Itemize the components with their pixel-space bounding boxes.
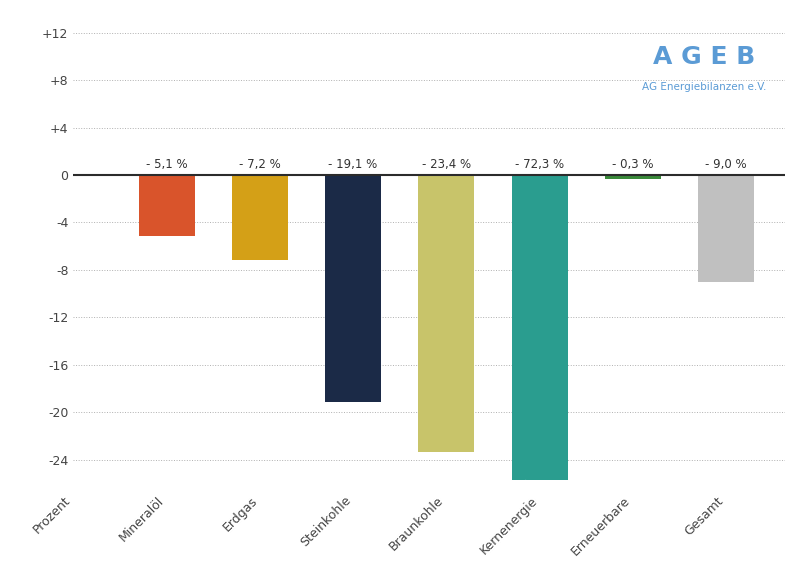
Bar xyxy=(510,480,569,486)
Bar xyxy=(232,175,288,260)
Text: - 5,1 %: - 5,1 % xyxy=(146,159,187,171)
Text: - 0,3 %: - 0,3 % xyxy=(612,159,654,171)
Bar xyxy=(325,175,381,402)
Text: - 7,2 %: - 7,2 % xyxy=(239,159,281,171)
Bar xyxy=(418,175,474,453)
Text: - 9,0 %: - 9,0 % xyxy=(706,159,747,171)
Text: A G E B: A G E B xyxy=(653,45,755,69)
Bar xyxy=(138,175,194,236)
Text: AG Energiebilanzen e.V.: AG Energiebilanzen e.V. xyxy=(642,82,766,92)
Text: - 23,4 %: - 23,4 % xyxy=(422,159,471,171)
Text: - 19,1 %: - 19,1 % xyxy=(329,159,378,171)
Bar xyxy=(698,175,754,282)
Text: - 72,3 %: - 72,3 % xyxy=(515,159,564,171)
Bar xyxy=(605,175,661,179)
Bar xyxy=(512,175,568,483)
